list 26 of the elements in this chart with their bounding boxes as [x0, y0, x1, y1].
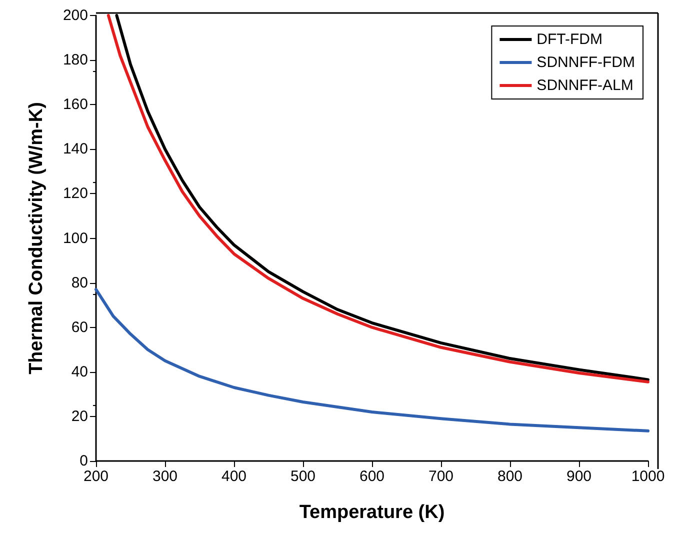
x-tick-label: 900	[566, 468, 592, 485]
y-tick-label: 180	[62, 52, 88, 69]
legend-label: DFT-FDM	[536, 31, 603, 48]
x-tick-label: 200	[83, 468, 109, 485]
x-tick-label: 600	[359, 468, 385, 485]
y-tick-label: 60	[71, 318, 88, 336]
y-axis-title: Thermal Conductivity (W/m-K)	[26, 102, 47, 374]
y-tick-label: 20	[71, 408, 88, 425]
x-tick-label: 400	[221, 468, 247, 485]
y-tick-label: 160	[62, 96, 88, 114]
x-tick-label: 500	[290, 468, 316, 485]
legend-label: SDNNFF-ALM	[536, 77, 634, 94]
x-tick-label: 800	[497, 468, 523, 485]
y-tick-label: 0	[80, 452, 88, 470]
line-series	[94, 288, 650, 432]
y-tick-label: 80	[71, 274, 88, 292]
y-tick-label: 140	[62, 140, 88, 158]
x-tick-label: 300	[152, 468, 178, 485]
y-tick-label: 120	[62, 185, 88, 202]
x-tick-label: 1000	[631, 468, 665, 485]
y-tick-label: 100	[62, 230, 88, 247]
y-tick-label: 40	[71, 363, 88, 380]
x-axis-title: Temperature (K)	[299, 502, 445, 523]
legend-label: SDNNFF-FDM	[536, 54, 636, 71]
y-tick-label: 200	[62, 7, 88, 24]
x-tick-label: 700	[428, 468, 454, 485]
